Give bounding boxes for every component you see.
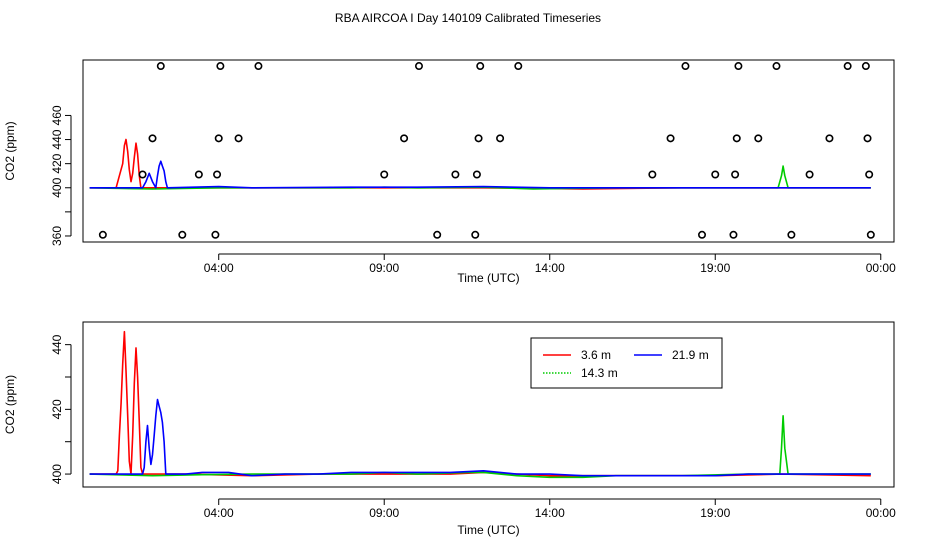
flag-point (214, 134, 223, 143)
flag-point (380, 170, 389, 179)
series-line-3-6-m (89, 138, 871, 190)
flag-point (496, 134, 505, 143)
series-line-21-9-m (89, 160, 871, 189)
flag-point (213, 170, 222, 179)
y-axis-title: CO2 (ppm) (3, 375, 17, 434)
x-tick-label: 09:00 (369, 261, 399, 275)
flag-point (865, 170, 874, 179)
y-tick-label: 460 (50, 105, 64, 125)
x-tick-label: 04:00 (204, 506, 234, 520)
x-tick-label: 00:00 (866, 261, 896, 275)
flag-point (514, 62, 523, 71)
flag-point (138, 170, 147, 179)
plot-frame (82, 59, 895, 243)
flag-point (681, 62, 690, 71)
series-line-14-3-m (89, 165, 871, 190)
flag-point (734, 62, 743, 71)
flag-point (648, 170, 657, 179)
legend-box (530, 337, 723, 389)
flag-point (861, 62, 870, 71)
y-tick-label: 400 (50, 177, 64, 197)
x-tick-label: 14:00 (535, 261, 565, 275)
flag-point (211, 230, 220, 239)
x-tick-label: 04:00 (204, 261, 234, 275)
series-line-3-6-m (89, 330, 871, 477)
plot-frame (82, 321, 895, 488)
flag-point (433, 230, 442, 239)
x-tick-label: 14:00 (535, 506, 565, 520)
flag-point (471, 230, 480, 239)
flag-point (732, 134, 741, 143)
flag-point (178, 230, 187, 239)
flag-point (772, 62, 781, 71)
x-tick-label: 19:00 (700, 506, 730, 520)
flag-point (843, 62, 852, 71)
flag-point (194, 170, 203, 179)
flag-point (472, 170, 481, 179)
chart-panel-2: 04:00 09:00 14:00 19:00 00:00 400 420 440 Time (… (3, 321, 896, 537)
x-tick-label: 09:00 (369, 506, 399, 520)
flag-point (148, 134, 157, 143)
flag-point (805, 170, 814, 179)
y-tick-label: 440 (50, 129, 64, 149)
y-axis-title: CO2 (ppm) (3, 121, 17, 180)
y-tick-label: 440 (50, 334, 64, 354)
legend-label: 21.9 m (672, 348, 709, 362)
flag-point (825, 134, 834, 143)
flag-point (711, 170, 720, 179)
flag-point (234, 134, 243, 143)
flag-point (216, 62, 225, 71)
flag-point (414, 62, 423, 71)
flag-point (729, 230, 738, 239)
legend: 3.6 m 21.9 m 14.3 m (530, 337, 723, 389)
flag-point (98, 230, 107, 239)
flag-point (698, 230, 707, 239)
flag-point (866, 230, 875, 239)
legend-label: 14.3 m (581, 366, 618, 380)
series-group (89, 138, 871, 190)
y-tick-label: 420 (50, 399, 64, 419)
x-axis-title: Time (UTC) (457, 271, 519, 285)
flag-point (451, 170, 460, 179)
series-line-21-9-m (89, 398, 871, 477)
flag-point (400, 134, 409, 143)
flag-point (156, 62, 165, 71)
x-tick-label: 19:00 (700, 261, 730, 275)
flag-point (476, 62, 485, 71)
flag-point (474, 134, 483, 143)
chart-panel-1: 04:00 09:00 14:00 19:00 00:00 360 400 420 440 460… (3, 59, 896, 285)
y-tick-label: 360 (50, 226, 64, 246)
legend-label: 3.6 m (581, 348, 611, 362)
x-tick-label: 00:00 (866, 506, 896, 520)
series-group (89, 330, 871, 479)
flag-point (863, 134, 872, 143)
y-tick-label: 420 (50, 153, 64, 173)
plot-panels: 04:00 09:00 14:00 19:00 00:00 360 400 420 440 460… (3, 59, 896, 537)
flag-point (754, 134, 763, 143)
figure-title: RBA AIRCOA I Day 140109 Calibrated Times… (335, 11, 601, 25)
y-tick-label: 400 (50, 464, 64, 484)
flag-point (731, 170, 740, 179)
flag-point (666, 134, 675, 143)
x-axis-title: Time (UTC) (457, 523, 519, 537)
series-line-14-3-m (89, 414, 871, 479)
flag-point (254, 62, 263, 71)
flag-point (787, 230, 796, 239)
